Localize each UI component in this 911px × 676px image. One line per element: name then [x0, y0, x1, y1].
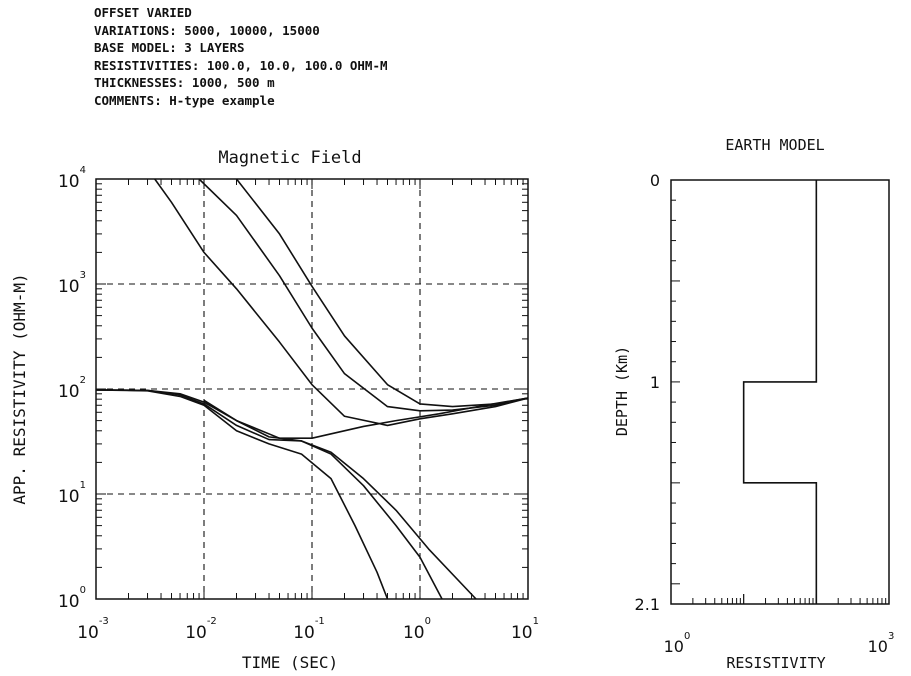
x-axis-label: RESISTIVITY	[726, 654, 825, 672]
x-tick-label: 101	[511, 616, 539, 643]
header-line: COMMENTS: H-type example	[94, 92, 275, 108]
x-tick-label: 100	[403, 616, 431, 643]
y-tick-labels: 100 101 102 103 104	[58, 165, 86, 612]
resistivity-profile-line	[742, 180, 818, 604]
header-line: RESISTIVITIES: 100.0, 10.0, 100.0 OHM-M	[94, 57, 388, 73]
y-tick-label: 2.1	[635, 595, 660, 614]
y-tick-labels: 012.1	[635, 171, 660, 614]
minor-ticks	[670, 199, 890, 604]
x-tick-labels: 100 103	[664, 631, 895, 656]
y-tick-label: 101	[58, 480, 86, 507]
series-line	[95, 389, 443, 600]
header-line: THICKNESSES: 1000, 500 m	[94, 75, 275, 90]
x-tick-label: 10-1	[293, 616, 325, 643]
series-line	[203, 397, 529, 439]
y-tick-label: 1	[650, 373, 660, 392]
x-tick-label: 10-2	[185, 616, 217, 643]
series-line	[235, 178, 529, 408]
series-group	[742, 180, 818, 604]
y-tick-label: 104	[58, 165, 86, 192]
series-line	[95, 389, 389, 600]
x-tick-label: 100	[664, 631, 691, 656]
series-group	[95, 178, 529, 600]
chart-title: Magnetic Field	[218, 148, 361, 168]
series-line	[198, 178, 529, 412]
plot-frame	[670, 179, 890, 605]
plot-frame	[95, 178, 529, 600]
y-tick-label: 103	[58, 270, 86, 297]
y-tick-label: 102	[58, 375, 86, 402]
chart-title: EARTH MODEL	[725, 136, 824, 154]
y-axis-label: DEPTH (Km)	[613, 346, 631, 436]
header-line: VARIATIONS: 5000, 10000, 15000	[94, 22, 320, 38]
x-tick-label: 103	[868, 631, 895, 656]
header-line: OFFSET VARIED	[94, 5, 192, 20]
magnetic-field-chart: Magnetic Field 10-3 10-2 10-1 100 101 100 101…	[10, 148, 539, 672]
x-axis-label: TIME (SEC)	[242, 653, 338, 672]
y-tick-label: 100	[58, 585, 86, 612]
model-description: OFFSET VARIED VARIATIONS: 5000, 10000, 1…	[94, 4, 388, 109]
series-line	[154, 178, 529, 427]
header-line: BASE MODEL: 3 LAYERS	[94, 40, 245, 55]
y-tick-label: 0	[650, 171, 660, 190]
grid	[96, 179, 528, 599]
y-axis-label: APP. RESISTIVITY (OHM-M)	[10, 273, 29, 504]
x-tick-labels: 10-3 10-2 10-1 100 101	[77, 616, 539, 643]
x-tick-label: 10-3	[77, 616, 109, 643]
